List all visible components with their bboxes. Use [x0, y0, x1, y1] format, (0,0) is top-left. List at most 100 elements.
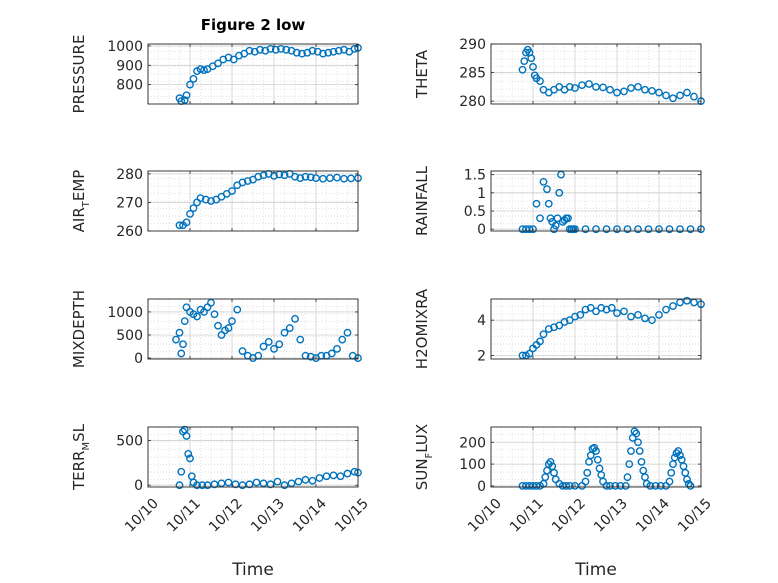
data-point — [224, 478, 233, 487]
minor-grid — [148, 171, 358, 231]
x-tick-label: 10/14 — [633, 496, 673, 536]
data-point — [665, 225, 674, 234]
data-point — [644, 225, 653, 234]
data-point — [264, 338, 273, 346]
data-point — [565, 316, 574, 325]
axes-box — [147, 426, 359, 488]
data-point — [200, 66, 208, 75]
data-point — [282, 45, 291, 54]
data-point — [627, 447, 635, 455]
data-point — [592, 307, 600, 316]
data-point — [175, 328, 184, 337]
data-point — [641, 85, 649, 94]
data-point — [648, 316, 656, 325]
data-point — [676, 91, 684, 100]
data-point — [553, 214, 562, 223]
axes-box — [490, 426, 702, 488]
data-point — [551, 221, 560, 230]
data-point — [266, 44, 275, 53]
data-point — [189, 74, 198, 83]
data-point — [285, 324, 294, 332]
data-point — [319, 49, 327, 58]
data-point — [271, 45, 280, 54]
data-point — [324, 48, 333, 57]
x-tick-label: 10/12 — [549, 496, 589, 536]
data-point — [532, 199, 541, 208]
data-point — [648, 86, 656, 95]
data-point — [228, 317, 236, 326]
data-point — [520, 57, 529, 66]
data-point — [655, 225, 663, 234]
data-point — [555, 321, 564, 330]
data-point — [543, 185, 551, 194]
data-point — [593, 455, 602, 464]
data-point — [292, 48, 301, 57]
data-point — [273, 477, 282, 486]
y-axis-label: THETA — [413, 49, 431, 99]
data-point — [277, 44, 285, 53]
subplot-2: 280 285 290 THETA — [413, 37, 705, 110]
data-point — [210, 480, 219, 489]
data-point — [179, 340, 187, 349]
data-point — [690, 92, 698, 101]
y-tick-label: 0.5 — [464, 204, 486, 220]
data-point — [546, 458, 555, 466]
minor-grid — [148, 299, 358, 359]
data-point — [193, 481, 201, 490]
data-point — [536, 77, 544, 86]
data-point — [683, 475, 691, 484]
data-point — [214, 321, 222, 330]
y-tick-label: 1000 — [107, 305, 143, 321]
data-point — [683, 88, 691, 97]
data-point — [527, 54, 536, 63]
data-point — [177, 467, 186, 476]
y-tick-label: 200 — [459, 435, 486, 451]
x-tick-label: 10/15 — [675, 496, 715, 536]
data-point — [207, 197, 215, 205]
data-point — [238, 481, 247, 490]
data-point — [196, 194, 205, 203]
subplot-6: 2 4 H2OMIXRA — [413, 288, 705, 369]
data-point — [182, 432, 191, 440]
y-axis-label: SUNFLUX — [413, 424, 435, 490]
data-point — [627, 312, 635, 321]
y-tick-label: 100 — [459, 457, 486, 473]
data-point — [182, 91, 191, 100]
data-point — [214, 59, 222, 68]
data-point — [280, 171, 289, 180]
data-point — [207, 298, 215, 307]
data-point — [252, 478, 261, 487]
data-point — [291, 314, 299, 323]
data-point — [581, 225, 590, 234]
data-point — [539, 178, 548, 186]
data-point — [611, 482, 620, 490]
data-point — [632, 429, 641, 438]
y-tick-label: 4 — [477, 313, 486, 329]
y-tick-label: 0 — [134, 478, 143, 494]
data-point — [655, 310, 663, 319]
data-point — [550, 225, 558, 234]
subplot-4: 0 0.5 1 1.5 RAINFALL — [413, 165, 705, 238]
y-tick-label: 1000 — [107, 39, 143, 55]
data-point — [564, 214, 572, 223]
data-point — [308, 46, 317, 55]
y-tick-label: 280 — [116, 167, 143, 183]
data-point — [329, 471, 338, 480]
data-point — [280, 481, 289, 490]
subplot-8: 0 100 200 10/10 10/11 10/12 10/13 10/14 10/15 SUN… — [413, 424, 715, 580]
data-point — [583, 468, 592, 477]
axes-box — [147, 170, 359, 232]
data-point — [620, 307, 628, 316]
data-point — [529, 225, 537, 234]
data-point — [667, 468, 676, 477]
data-point — [338, 335, 347, 344]
data-point — [296, 335, 305, 344]
data-point — [259, 171, 268, 180]
y-axis-label: RAINFALL — [413, 165, 431, 236]
minor-grid — [148, 427, 358, 487]
data-point — [315, 474, 324, 482]
data-point — [525, 349, 534, 358]
y-tick-label: 1 — [477, 186, 486, 202]
data-point — [686, 225, 695, 234]
